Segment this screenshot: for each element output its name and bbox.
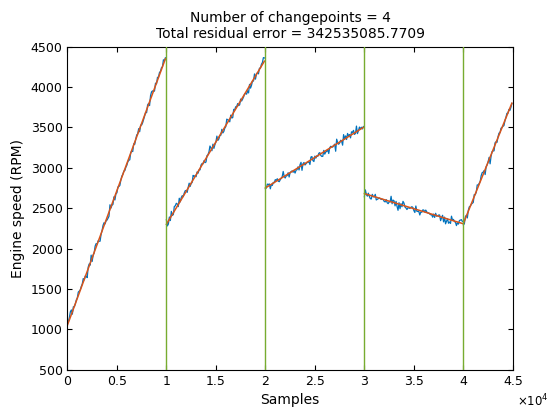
X-axis label: Samples: Samples xyxy=(260,393,320,407)
Y-axis label: Engine speed (RPM): Engine speed (RPM) xyxy=(11,139,25,278)
Title: Number of changepoints = 4
Total residual error = 342535085.7709: Number of changepoints = 4 Total residua… xyxy=(156,11,424,41)
Text: $\times10^{4}$: $\times10^{4}$ xyxy=(517,392,549,409)
